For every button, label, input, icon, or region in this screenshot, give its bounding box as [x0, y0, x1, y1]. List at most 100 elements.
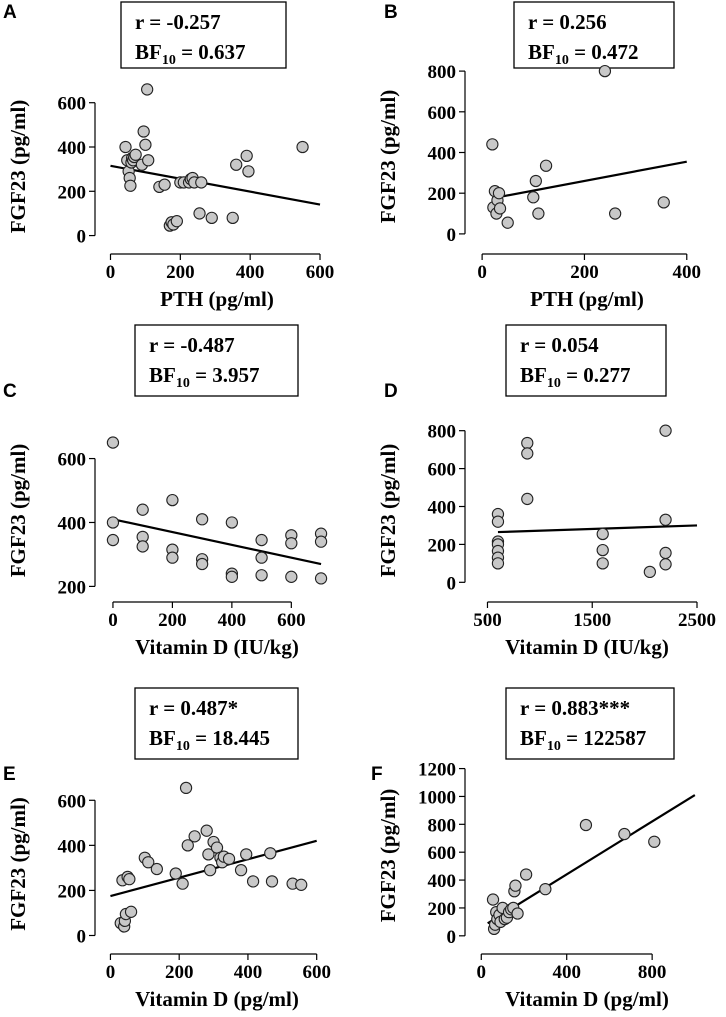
data-point — [226, 211, 239, 225]
data-point — [166, 551, 179, 564]
data-point — [179, 781, 193, 795]
stat-correlation: r = 0.054 — [520, 333, 599, 357]
y-tick-label: 600 — [58, 94, 87, 115]
y-tick-label: 0 — [77, 227, 87, 248]
data-point — [142, 154, 155, 167]
data-point — [222, 852, 236, 866]
x-axis-title: Vitamin D (pg/ml) — [505, 987, 669, 1011]
data-point — [242, 165, 255, 178]
panel-letter: C — [3, 381, 17, 402]
data-point — [285, 537, 298, 550]
data-point — [657, 196, 670, 209]
y-tick-label: 600 — [428, 460, 457, 481]
regression-line — [492, 160, 687, 200]
x-tick-label: 200 — [570, 262, 599, 283]
panel-f: Fr = 0.883*** BF10 = 122587 0 400 800 0 200 400… — [371, 687, 696, 1011]
bf-prefix: BF — [149, 726, 176, 750]
data-point — [141, 83, 154, 96]
y-tick-label: 0 — [447, 573, 457, 594]
bf-subscript: 10 — [162, 53, 176, 68]
data-point — [527, 191, 540, 204]
panel-letter: D — [384, 381, 398, 402]
x-tick-label: 600 — [277, 610, 306, 631]
data-point — [265, 875, 279, 888]
panel-letter: E — [3, 764, 16, 785]
data-point — [170, 215, 183, 228]
y-tick-label: 200 — [58, 881, 87, 902]
data-point — [643, 565, 657, 579]
stat-correlation: r = 0.883*** — [520, 696, 630, 720]
x-tick-label: 2500 — [678, 610, 716, 631]
bf-subscript: 10 — [555, 53, 569, 68]
panel-letter: B — [384, 2, 398, 23]
data-point — [136, 540, 149, 553]
bf-prefix: BF — [135, 40, 162, 64]
x-tick-label: 200 — [166, 262, 195, 283]
data-point — [202, 848, 215, 861]
data-point — [511, 907, 524, 920]
panel-c: Cr = -0.487 BF10 = 3.957 0 200 400 600 200 400 6… — [3, 324, 328, 659]
data-point — [596, 557, 609, 570]
data-point — [532, 207, 545, 220]
y-tick-label: 600 — [58, 791, 87, 812]
data-point — [521, 436, 534, 450]
data-point — [659, 513, 672, 526]
stat-bayes-factor: BF10 = 122587 — [520, 726, 646, 754]
data-point — [598, 64, 612, 78]
panel-e: Er = 0.487* BF10 = 18.445 0 200 400 600 0 200 40… — [3, 687, 331, 1011]
data-point — [521, 492, 534, 506]
data-point — [225, 570, 239, 583]
x-tick-label: 400 — [673, 262, 702, 283]
panel-letter: F — [371, 764, 383, 785]
y-tick-label: 400 — [428, 871, 457, 892]
x-tick-label: 0 — [477, 962, 487, 983]
x-axis-title: Vitamin D (IU/kg) — [135, 635, 299, 659]
y-tick-label: 400 — [58, 836, 87, 857]
y-axis-title: FGF23 (pg/ml) — [6, 100, 30, 234]
y-tick-label: 200 — [428, 899, 457, 920]
x-tick-label: 800 — [638, 962, 667, 983]
y-axis-title: FGF23 (pg/ml) — [376, 444, 400, 578]
y-tick-label: 0 — [447, 225, 457, 246]
data-point — [539, 159, 553, 172]
x-tick-label: 400 — [234, 962, 263, 983]
data-point — [136, 503, 149, 516]
data-point — [608, 207, 622, 220]
x-tick-label: 600 — [306, 262, 335, 283]
data-point — [579, 818, 593, 832]
y-tick-label: 600 — [428, 843, 457, 864]
data-point — [295, 878, 308, 891]
data-point — [166, 493, 179, 507]
x-tick-label: 1500 — [573, 610, 611, 631]
y-tick-label: 200 — [58, 577, 87, 598]
stats-box — [120, 1, 287, 69]
data-point — [225, 516, 239, 529]
x-tick-label: 0 — [106, 262, 116, 283]
data-point — [491, 515, 505, 528]
data-point — [509, 879, 522, 892]
bf-prefix: BF — [149, 363, 176, 387]
bf-value: = 0.637 — [176, 40, 246, 64]
stat-bayes-factor: BF10 = 0.472 — [528, 40, 639, 68]
data-point — [188, 830, 201, 843]
data-point — [255, 551, 268, 564]
x-tick-label: 400 — [236, 262, 265, 283]
data-point — [195, 557, 209, 571]
data-point — [314, 535, 328, 548]
stats-box — [513, 1, 675, 69]
x-tick-label: 0 — [477, 262, 487, 283]
data-point — [106, 533, 120, 547]
x-tick-label: 0 — [106, 962, 116, 983]
data-point — [119, 140, 132, 154]
y-tick-label: 1200 — [418, 760, 456, 781]
data-point — [240, 149, 253, 163]
y-axis-title: FGF23 (pg/ml) — [376, 789, 400, 923]
data-point — [618, 827, 631, 841]
bf-value: = 122587 — [561, 726, 646, 750]
stat-correlation: r = 0.487* — [149, 696, 238, 720]
data-point — [492, 187, 506, 200]
data-point — [486, 893, 500, 906]
data-point — [169, 867, 182, 880]
stats-box — [134, 687, 299, 760]
